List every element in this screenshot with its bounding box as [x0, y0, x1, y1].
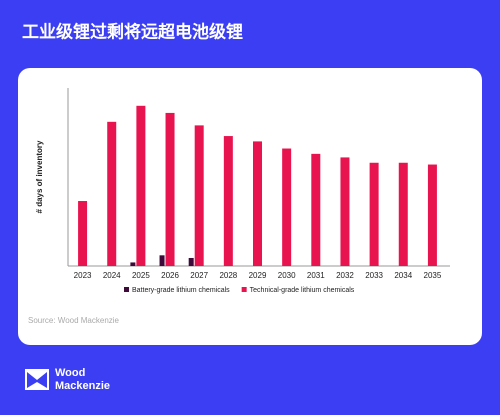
bar — [107, 121, 117, 266]
bar — [223, 136, 233, 266]
x-tick-label: 2028 — [219, 271, 237, 280]
logo-text: Mackenzie — [55, 380, 110, 392]
legend-swatch — [124, 287, 129, 292]
x-tick-label: 2032 — [336, 271, 354, 280]
bar — [398, 162, 408, 266]
x-tick-label: 2034 — [394, 271, 412, 280]
bar — [369, 162, 379, 266]
logo: Wood Mackenzie — [25, 367, 110, 392]
bar — [194, 125, 204, 266]
bar — [136, 105, 146, 266]
bar — [253, 141, 262, 266]
x-tick-label: 2031 — [307, 271, 325, 280]
x-tick-label: 2025 — [132, 271, 150, 280]
x-tick-label: 2024 — [103, 271, 121, 280]
bar — [282, 148, 292, 266]
chart-title: 工业级锂过剩将远超电池级锂 — [22, 21, 243, 41]
x-tick-label: 2035 — [424, 271, 442, 280]
bar — [78, 201, 88, 266]
x-tick-label: 2030 — [278, 271, 296, 280]
bar — [159, 255, 165, 266]
legend-label: Battery-grade lithium chemicals — [132, 287, 230, 294]
legend-label: Technical-grade lithium chemicals — [250, 287, 355, 294]
bar — [188, 257, 194, 266]
x-tick-label: 2026 — [161, 271, 179, 280]
y-axis-label: # days of inventory — [35, 140, 44, 213]
logo-icon-mark — [27, 372, 47, 388]
legend-swatch — [241, 287, 247, 292]
x-tick-label: 2029 — [249, 271, 267, 280]
x-tick-label: 2033 — [365, 271, 383, 280]
x-tick-label: 2023 — [74, 271, 92, 280]
bar — [130, 262, 136, 266]
card — [18, 68, 482, 345]
bar — [427, 164, 437, 266]
bar — [165, 112, 175, 266]
logo-text: Wood — [55, 367, 85, 379]
source: Source: Wood Mackenzie — [28, 316, 120, 325]
bar — [340, 157, 350, 266]
x-tick-label: 2027 — [190, 271, 208, 280]
bar — [311, 153, 321, 266]
